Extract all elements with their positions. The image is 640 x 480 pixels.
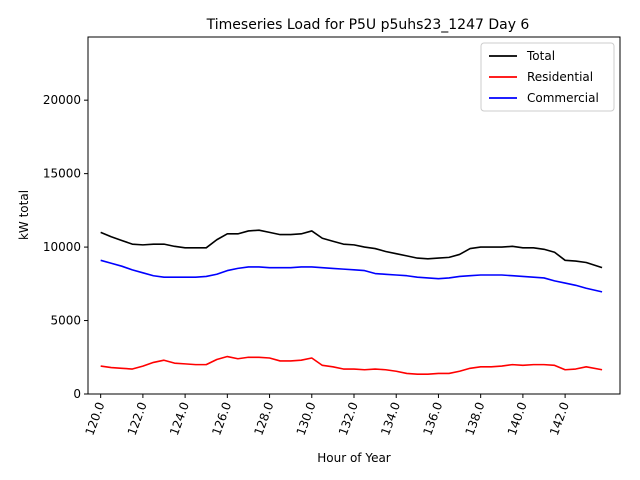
y-tick-label: 5000 [50,314,81,328]
x-tick-label: 132.0 [336,400,361,437]
x-tick-label: 134.0 [378,400,403,437]
series-line-commercial [100,259,603,293]
series-line-residential [100,355,603,375]
series-line-total [100,229,603,269]
chart-title: Timeseries Load for P5U p5uhs23_1247 Day… [206,17,530,33]
legend-label-total: Total [526,49,555,63]
x-tick-label: 122.0 [125,400,150,437]
legend: Total Residential Commercial [480,42,615,112]
x-tick-label: 128.0 [251,400,276,437]
x-tick-label: 136.0 [420,400,445,437]
legend-box [480,42,615,112]
legend-label-residential: Residential [527,70,593,84]
y-tick-label: 20000 [43,93,81,107]
y-axis-label: kW total [17,190,31,240]
x-tick-label: 130.0 [294,400,319,437]
series-lines [100,229,603,375]
x-tick-label: 120.0 [83,400,108,437]
x-tick-label: 126.0 [209,400,234,437]
y-tick-label: 15000 [43,167,81,181]
x-tick-label: 140.0 [505,400,530,437]
plot-frame [87,36,621,395]
x-tick-label: 138.0 [463,400,488,437]
x-tick-label: 124.0 [167,400,192,437]
legend-label-commercial: Commercial [527,91,599,105]
y-tick-label: 0 [73,387,81,401]
x-axis-label: Hour of Year [317,451,391,465]
x-tick-label: 142.0 [547,400,572,437]
axes: 120.0 122.0 124.0 126.0 128.0 130.0 132.0 134.0… [43,93,572,437]
y-tick-label: 10000 [43,240,81,254]
